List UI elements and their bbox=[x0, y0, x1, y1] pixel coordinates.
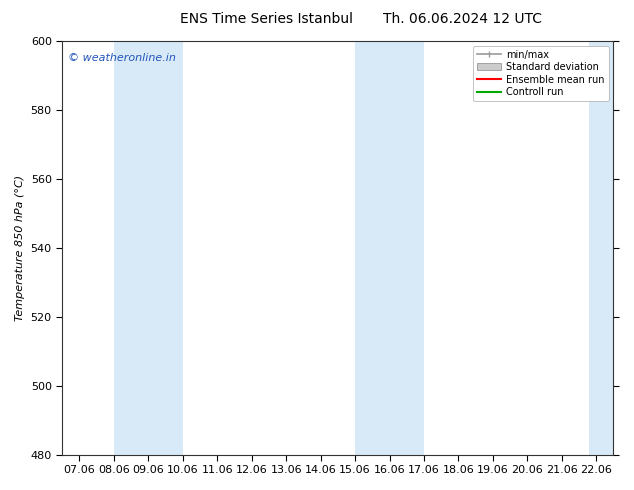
Bar bbox=[355, 41, 424, 455]
Text: Th. 06.06.2024 12 UTC: Th. 06.06.2024 12 UTC bbox=[384, 12, 542, 26]
Text: © weatheronline.in: © weatheronline.in bbox=[68, 53, 176, 64]
Bar bbox=[114, 41, 183, 455]
Bar bbox=[590, 41, 614, 455]
Text: ENS Time Series Istanbul: ENS Time Series Istanbul bbox=[180, 12, 353, 26]
Legend: min/max, Standard deviation, Ensemble mean run, Controll run: min/max, Standard deviation, Ensemble me… bbox=[473, 46, 609, 101]
Y-axis label: Temperature 850 hPa (°C): Temperature 850 hPa (°C) bbox=[15, 175, 25, 321]
